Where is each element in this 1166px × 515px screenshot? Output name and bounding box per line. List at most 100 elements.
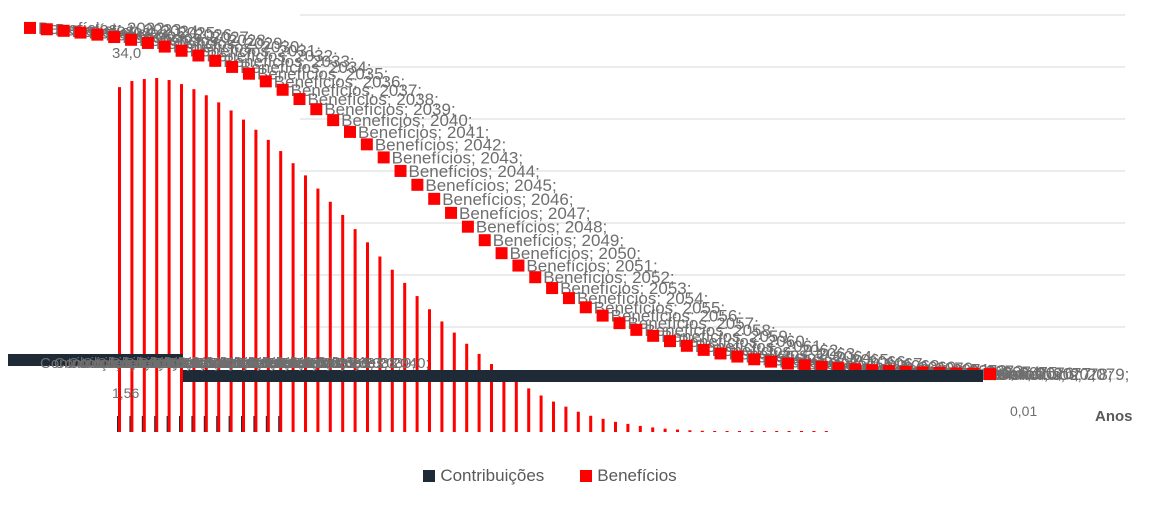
benefit-data-label: Benefícios; 2048; [476, 218, 607, 237]
benefit-data-label: Benefícios; 2023; [55, 20, 186, 39]
benefit-bar [576, 411, 580, 432]
benefit-data-label: Benefícios; 2053; [560, 279, 691, 298]
benefit-label-marker [226, 60, 239, 73]
benefit-data-label: Benefícios; 2063; [729, 344, 860, 363]
benefit-bar [465, 343, 469, 432]
benefit-label-marker [141, 36, 154, 49]
benefit-bar [787, 431, 791, 432]
benefit-bar [167, 80, 171, 433]
benefit-label-marker [512, 259, 525, 272]
gridlines [300, 14, 1125, 380]
benefit-data-label: Benefícios; 2064; [745, 348, 876, 367]
benefit-data-label: Benefícios; 2024; [72, 22, 203, 41]
benefit-bar [328, 201, 332, 432]
benefit-label-marker [984, 368, 996, 381]
benefit-bar [490, 364, 493, 432]
benefit-bar [366, 242, 369, 432]
benefit-bar [738, 431, 741, 432]
contribution-data-label: Contribuições; 2040; [292, 355, 430, 372]
benefit-label-marker [158, 40, 171, 53]
benefit-bar [626, 423, 630, 432]
benefit-data-label: Benefícios; 2044; [409, 162, 540, 181]
benefit-label-marker [445, 206, 458, 219]
benefit-data-label: Benefícios; 2054; [577, 289, 708, 308]
benefit-bar [651, 427, 655, 432]
benefit-bar [291, 163, 295, 432]
benefit-bar [192, 89, 196, 433]
benefit-bar [254, 129, 258, 432]
legend: Contribuições Benefícios [0, 466, 1100, 486]
benefit-label-marker [360, 138, 373, 151]
benefit-bar [812, 431, 816, 432]
benefit-bar [713, 431, 717, 432]
benefit-label-marker [478, 234, 491, 247]
contribution-data-label: Contribuições; 2033; [194, 355, 332, 372]
benefit-data-label: Benefícios; 2045; [425, 176, 556, 195]
benefit-data-label: Benefícios; 2059; [661, 327, 792, 346]
benefit-bar [217, 102, 221, 432]
benefit-bar [279, 151, 283, 433]
benefit-data-label: Benefícios; 2040; [341, 111, 472, 130]
benefit-data-label: Benefícios; 2057; [627, 314, 758, 333]
benefit-bar [229, 110, 233, 432]
contribution-data-label: Contribuições; 2038; [264, 355, 402, 372]
benefit-bar [378, 256, 382, 432]
benefit-bar [242, 119, 245, 432]
benefit-bar [601, 418, 605, 432]
benefit-data-label: Benefícios; 2025; [89, 24, 220, 43]
contribution-data-label: Contribuições; 2036; [236, 355, 374, 372]
benefit-label-marker [175, 44, 188, 57]
benefit-label-marker [461, 220, 474, 233]
benefit-bar [700, 430, 704, 432]
benefit-label-marker [91, 28, 104, 41]
benefit-data-label: Benefícios; 2038; [307, 90, 438, 109]
benefit-bar [564, 406, 568, 432]
contribution-value-label: 1,56 [112, 385, 139, 401]
contribution-data-label: Contribuições; 2031; [166, 355, 304, 372]
benefit-data-label: Benefícios; 2035; [257, 65, 388, 84]
benefit-bar [266, 139, 270, 432]
benefit-label-marker [276, 83, 289, 96]
contribution-data-label: Contribuições; 2025; [82, 355, 220, 372]
benefit-label-marker [748, 353, 761, 366]
benefit-label-marker [697, 343, 710, 356]
benefit-label-marker [108, 31, 121, 44]
benefit-data-label: Benefícios; 2034; [240, 58, 371, 77]
contribution-data-label: Contribuições; 2027; [110, 355, 248, 372]
benefit-label-marker [259, 75, 272, 88]
benefit-label-marker [579, 301, 592, 314]
benefit-data-label: Benefícios; 2027; [122, 28, 253, 47]
benefit-bar [614, 421, 617, 432]
benefit-value-label: 34,0 [112, 45, 141, 62]
benefit-data-label: Benefícios; 2041; [358, 123, 489, 142]
benefit-label-marker [310, 103, 323, 116]
benefit-bar [204, 95, 208, 432]
benefit-label-marker [596, 309, 609, 322]
benefit-data-label: Benefícios; 2047; [459, 204, 590, 223]
benefit-bar [824, 431, 828, 432]
benefit-label-marker [40, 23, 53, 36]
benefit-label-marker [798, 359, 811, 372]
benefit-bar [452, 332, 456, 432]
benefit-bar [155, 78, 159, 432]
benefit-bar [539, 395, 543, 432]
benefit-bar [663, 428, 667, 432]
benefit-label-marker [680, 339, 693, 352]
contribution-label-marker [183, 370, 983, 382]
benefit-bar [341, 214, 345, 432]
benefit-label-marker [24, 21, 36, 34]
benefit-bar [676, 429, 679, 432]
benefit-bar [415, 296, 419, 432]
benefit-data-label: Benefícios; 2055; [594, 298, 725, 317]
contribution-data-label: Contribuições; 2035; [222, 355, 360, 372]
benefit-data-label: Benefícios; 2029; [156, 34, 287, 53]
benefit-data-label: Benefícios; 2043; [392, 148, 523, 167]
benefit-data-label: Benefícios; 2051; [526, 257, 657, 276]
benefit-bar [552, 401, 555, 432]
benefit-label-marker [209, 54, 222, 67]
benefit-data-label: Benefícios; 2030; [173, 38, 304, 57]
contribution-data-label: Contribuições; 2022; [40, 355, 178, 372]
value-data-labels: 34,0 1,56 0,01 [112, 45, 1037, 419]
benefit-data-label: Benefícios; 2033; [223, 52, 354, 71]
benefit-label-marker [714, 347, 727, 360]
